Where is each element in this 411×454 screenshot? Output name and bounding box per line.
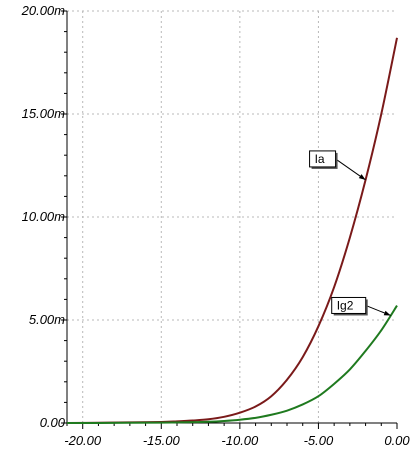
y-tick-label: 5.00m [29,312,65,327]
annotation-ia: Ia [309,150,366,181]
annotation-ig2: Ig2 [331,296,391,316]
series-layer [66,37,398,424]
axes [61,10,398,429]
annotation-label: Ia [315,152,325,166]
x-tick-label: -10.00 [221,433,259,448]
annotation-arrowhead [383,310,391,316]
x-tick-label: -20.00 [64,433,102,448]
y-tick-label: 0.00 [40,415,66,430]
annotation-label: Ig2 [337,298,354,312]
y-tick-label: 15.00m [22,106,66,121]
tick-labels: -20.00 -15.00 -10.00 -5.00 0.00 0.00 5.00m 10.0… [21,3,411,448]
y-tick-label: 10.00m [22,209,66,224]
x-tick-label: -5.00 [304,433,334,448]
x-tick-label: -15.00 [143,433,181,448]
annotation-box [331,296,367,314]
annotations: Ia Ig2 [309,150,391,316]
series-line-ig2 [67,305,398,424]
x-tick-label: 0.00 [384,433,410,448]
annotation-arrowhead [358,174,366,180]
grid [67,10,397,423]
annotation-box [309,150,337,168]
series-line-ia [66,37,398,424]
y-tick-label: 20.00m [21,3,66,18]
